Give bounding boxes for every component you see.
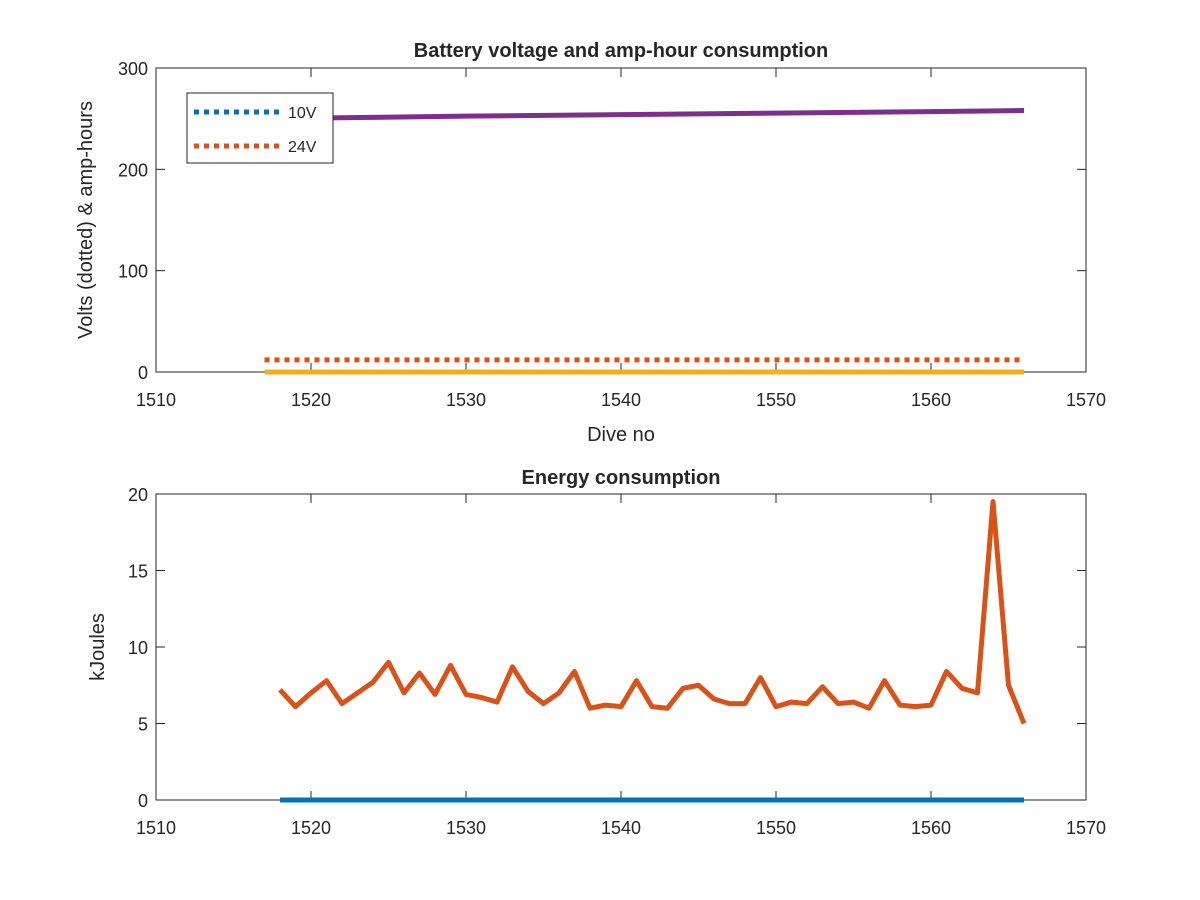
legend-label-24v: 24V: [288, 139, 317, 156]
legend: 10V 24V: [186, 92, 334, 164]
bottom-series: [278, 499, 1027, 803]
bottom-x-tick-label: 1560: [911, 818, 951, 838]
top-axes: Battery voltage and amp-hour consumption…: [75, 40, 1106, 446]
bottom-series-line-1: [278, 499, 1027, 725]
top-x-axis-label: Dive no: [587, 424, 655, 446]
top-y-tick-label: 200: [118, 160, 148, 180]
top-x-tick-label: 1550: [756, 390, 796, 410]
bottom-y-tick-label: 20: [128, 485, 148, 505]
top-chart-title: Battery voltage and amp-hour consumption: [414, 40, 828, 62]
legend-label-10v: 10V: [288, 105, 317, 122]
bottom-y-tick-label: 10: [128, 638, 148, 658]
top-x-tick-label: 1570: [1066, 390, 1106, 410]
bottom-x-tick-label: 1570: [1066, 818, 1106, 838]
bottom-y-tick-label: 15: [128, 562, 148, 582]
top-x-tick-label: 1560: [911, 390, 951, 410]
top-x-tick-label: 1530: [446, 390, 486, 410]
top-series-line-3: [264, 108, 1025, 122]
bottom-y-tick-label: 5: [138, 715, 148, 735]
bottom-chart-title: Energy consumption: [522, 467, 721, 489]
bottom-x-tick-label: 1510: [136, 818, 176, 838]
bottom-plot-area: [155, 493, 1087, 801]
top-x-tick-label: 1540: [601, 390, 641, 410]
top-y-axis-label: Volts (dotted) & amp-hours: [75, 101, 97, 339]
top-y-tick-label: 100: [118, 262, 148, 282]
top-x-tick-label: 1520: [291, 390, 331, 410]
legend-box: [186, 92, 334, 164]
bottom-x-tick-label: 1550: [756, 818, 796, 838]
top-x-tick-label: 1510: [136, 390, 176, 410]
bottom-x-tick-label: 1520: [291, 818, 331, 838]
bottom-axes: Energy consumption kJoules 1510 1520 1530 1…: [87, 467, 1106, 838]
bottom-x-tick-label: 1530: [446, 818, 486, 838]
top-y-tick-label: 0: [138, 363, 148, 383]
bottom-y-tick-label: 0: [138, 791, 148, 811]
top-y-tick-label: 300: [118, 59, 148, 79]
top-series: [264, 108, 1025, 375]
bottom-y-axis-label: kJoules: [87, 613, 109, 681]
bottom-x-tick-label: 1540: [601, 818, 641, 838]
